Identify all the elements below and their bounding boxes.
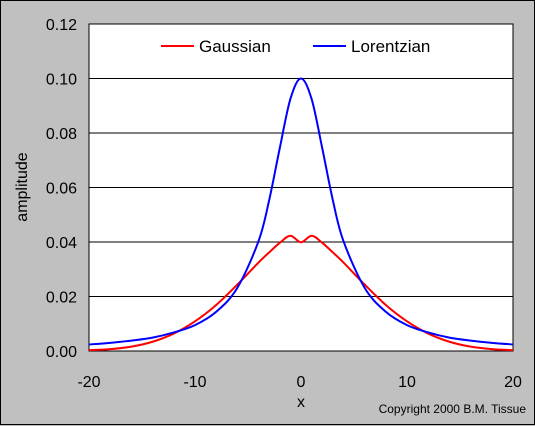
- legend-label-lorentzian: Lorentzian: [351, 37, 430, 56]
- x-tick-label: 10: [398, 374, 416, 391]
- x-tick-label: -20: [77, 374, 100, 391]
- legend: Gaussian Lorentzian: [161, 37, 430, 56]
- x-tick-label: 20: [504, 374, 522, 391]
- y-tick-label: 0.02: [46, 290, 77, 307]
- legend-label-gaussian: Gaussian: [199, 37, 271, 56]
- x-tick-label: -10: [183, 374, 206, 391]
- copyright-note: Copyright 2000 B.M. Tissue: [379, 402, 527, 416]
- y-tick-labels: 0.00 0.02 0.04 0.06 0.08 0.10 0.12: [46, 17, 77, 361]
- series-layer: [88, 77, 514, 352]
- x-tick-labels: -20 -10 0 10 20: [77, 374, 522, 391]
- series-line-lorentzian: [88, 77, 514, 346]
- y-tick-label: 0.12: [46, 17, 77, 34]
- series-line-gaussian: [88, 234, 514, 352]
- y-tick-label: 0.06: [46, 181, 77, 198]
- x-tick-label: 0: [297, 374, 306, 391]
- y-tick-label: 0.04: [46, 235, 77, 252]
- y-tick-label: 0.00: [46, 344, 77, 361]
- y-tick-label: 0.10: [46, 72, 77, 89]
- y-axis-label: amplitude: [14, 152, 31, 221]
- plot-border: [88, 23, 514, 352]
- x-axis-label: x: [297, 394, 305, 411]
- y-tick-label: 0.08: [46, 126, 77, 143]
